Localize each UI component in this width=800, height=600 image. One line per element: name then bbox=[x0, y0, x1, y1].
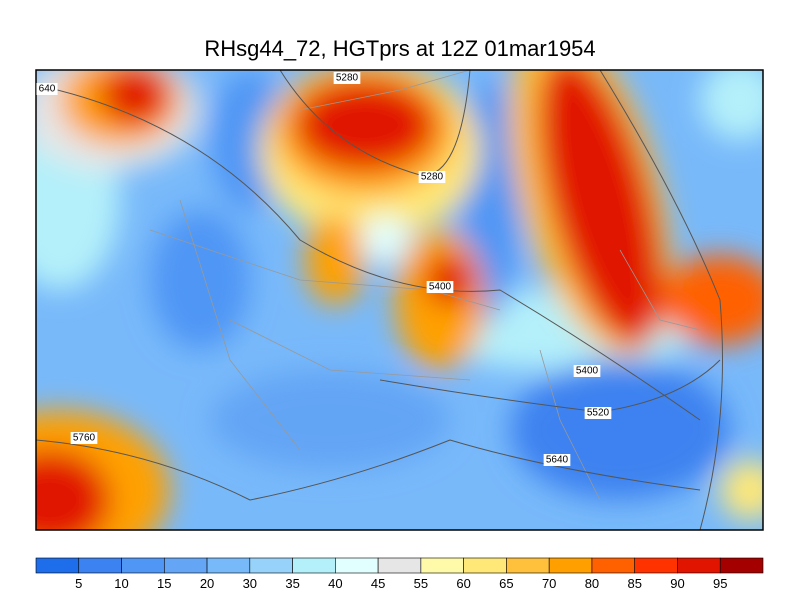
colorbar-box bbox=[591, 557, 636, 574]
colorbar-box bbox=[677, 557, 721, 574]
colorbar-box bbox=[634, 557, 678, 574]
colorbar-label: 65 bbox=[499, 576, 513, 591]
colorbar-box bbox=[206, 557, 251, 574]
colorbar-label: 10 bbox=[114, 576, 128, 591]
contour-label: 5520 bbox=[587, 408, 610, 419]
contour-label: 640 bbox=[39, 84, 56, 95]
colorbar-label: 80 bbox=[585, 576, 599, 591]
contour-label-box bbox=[333, 72, 361, 84]
contour-label-box bbox=[543, 454, 571, 466]
colorbar-box bbox=[249, 557, 293, 574]
contour-label: 5280 bbox=[336, 73, 359, 84]
colorbar-label: 90 bbox=[670, 576, 684, 591]
colorbar-box bbox=[548, 557, 593, 574]
colorbar-label: 20 bbox=[200, 576, 214, 591]
contour-label-box bbox=[573, 365, 601, 377]
map-frame bbox=[35, 69, 764, 531]
contour-label-box bbox=[426, 281, 454, 293]
colorbar-box bbox=[121, 557, 165, 574]
colorbar-box bbox=[78, 557, 122, 574]
map-title: RHsg44_72, HGTprs at 12Z 01mar1954 bbox=[204, 36, 595, 61]
colorbar-label: 85 bbox=[627, 576, 641, 591]
colorbar-box bbox=[719, 557, 764, 574]
contour-label-box bbox=[70, 432, 98, 444]
colorbar-label: 45 bbox=[371, 576, 385, 591]
colorbar-label: 35 bbox=[285, 576, 299, 591]
contour-label: 5280 bbox=[421, 172, 444, 183]
colorbar-box bbox=[35, 557, 80, 574]
colorbar-box bbox=[506, 557, 550, 574]
colorbar-label: 5 bbox=[75, 576, 82, 591]
contour-label-box bbox=[36, 83, 58, 95]
map-field bbox=[36, 70, 763, 530]
colorbar-box bbox=[463, 557, 507, 574]
contour-label: 5400 bbox=[429, 282, 452, 293]
colorbar-label: 40 bbox=[328, 576, 342, 591]
colorbar-label: 15 bbox=[157, 576, 171, 591]
contour-label-box bbox=[584, 407, 612, 419]
contour-label: 5400 bbox=[576, 366, 599, 377]
colorbar-box bbox=[420, 557, 464, 574]
colorbar-label: 60 bbox=[456, 576, 470, 591]
contour-label-box bbox=[418, 171, 446, 183]
contour-label: 5640 bbox=[546, 455, 569, 466]
colorbar-box bbox=[292, 557, 336, 574]
colorbar-label: 95 bbox=[713, 576, 727, 591]
colorbar-box bbox=[163, 557, 208, 574]
colorbar-box bbox=[377, 557, 422, 574]
colorbar-label: 70 bbox=[542, 576, 556, 591]
colorbar-label: 30 bbox=[243, 576, 257, 591]
colorbar-label: 55 bbox=[414, 576, 428, 591]
colorbar-box bbox=[335, 557, 379, 574]
contour-label: 5760 bbox=[73, 433, 96, 444]
